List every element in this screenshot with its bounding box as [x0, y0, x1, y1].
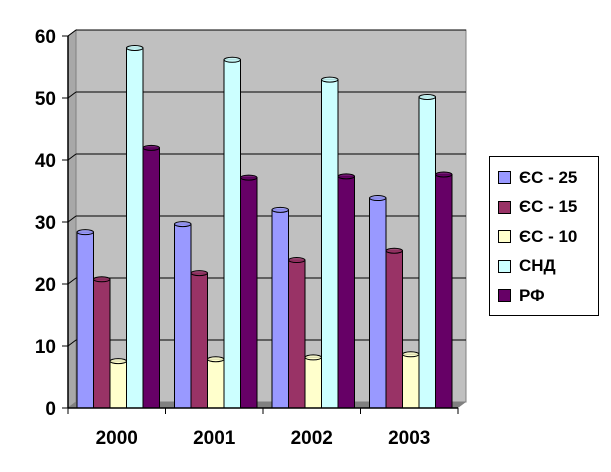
x-tick-label: 2000 [96, 428, 138, 449]
y-tick-label: 0 [45, 399, 56, 420]
y-tick-label: 10 [35, 337, 56, 358]
y-tick-label: 20 [35, 275, 56, 296]
bar-ЄС-25-2002 [271, 206, 289, 409]
legend-item: СНД [498, 252, 598, 282]
legend: ЄС - 25 ЄС - 15 ЄС - 10 СНД РФ [489, 156, 599, 316]
legend-label: ЄС - 25 [519, 167, 578, 187]
bar-СНД-2000 [126, 45, 144, 409]
legend-label: ЄС - 10 [519, 226, 578, 246]
bar-РФ-2002 [337, 173, 355, 409]
bar-ЄС-15-2001 [190, 270, 208, 409]
x-tick-label: 2002 [291, 428, 333, 449]
bar-ЄС-25-2000 [76, 229, 94, 409]
legend-swatch [498, 259, 511, 273]
plot-floor [68, 402, 466, 408]
legend-item: РФ [498, 281, 598, 311]
legend-swatch [498, 200, 511, 214]
legend-swatch [498, 171, 511, 185]
gridline-side [67, 91, 77, 99]
y-tick-label: 50 [35, 89, 56, 110]
y-tick-label: 30 [35, 213, 56, 234]
y-tick-label: 40 [35, 151, 56, 172]
gridline-side [67, 153, 77, 161]
legend-label: ЄС - 15 [519, 197, 578, 217]
x-tick-label: 2001 [193, 428, 236, 449]
legend-item: ЄС - 15 [498, 193, 598, 223]
bar-РФ-2001 [240, 174, 258, 409]
bar-ЄС-10-2001 [207, 356, 225, 409]
gridline-side [67, 339, 77, 347]
bar-СНД-2001 [223, 56, 241, 409]
legend-item: ЄС - 10 [498, 222, 598, 252]
y-tick-label: 60 [35, 27, 56, 48]
bar-ЄС-15-2000 [93, 276, 111, 409]
bar-СНД-2003 [418, 94, 436, 409]
gridline-side [67, 29, 77, 37]
legend-swatch [498, 230, 511, 244]
bar-СНД-2002 [321, 76, 339, 409]
bar-РФ-2000 [142, 144, 160, 409]
legend-label: РФ [519, 285, 545, 305]
bar-ЄС-25-2001 [174, 221, 192, 409]
legend-item: ЄС - 25 [498, 163, 598, 193]
legend-swatch [498, 289, 511, 303]
bar-ЄС-15-2003 [385, 247, 403, 409]
legend-label: СНД [519, 256, 556, 276]
bar-ЄС-10-2002 [304, 354, 322, 409]
x-tick-label: 2003 [388, 428, 430, 449]
bar-ЄС-25-2003 [369, 195, 387, 409]
gridline-side [67, 277, 77, 285]
bar-ЄС-10-2003 [402, 351, 420, 409]
bar-ЄС-10-2000 [109, 358, 127, 409]
gridline-side [67, 215, 77, 223]
bar-ЄС-15-2002 [288, 257, 306, 409]
bar-РФ-2003 [435, 171, 453, 409]
